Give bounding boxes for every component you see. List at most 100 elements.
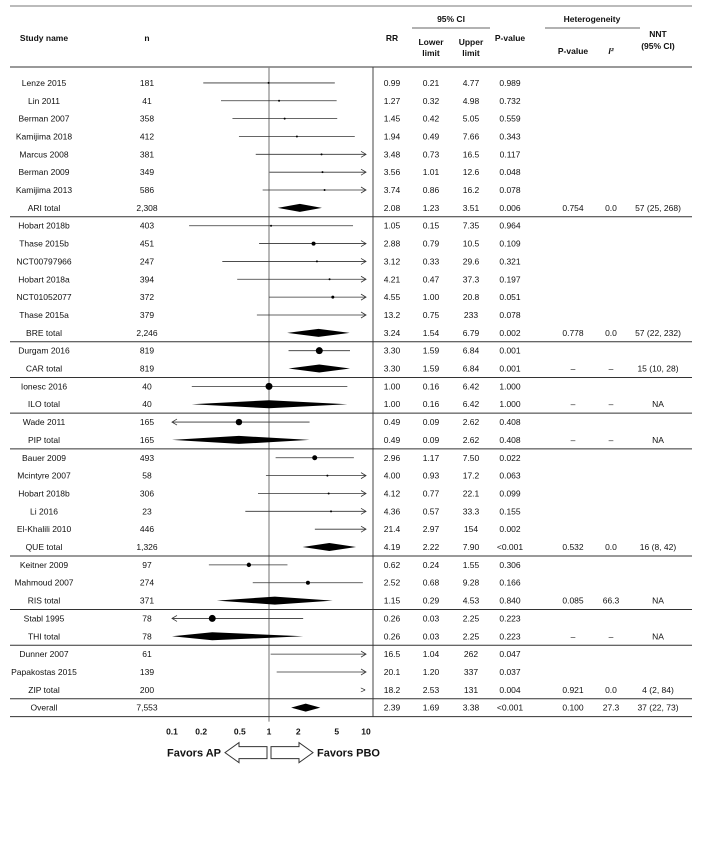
study-n: 412 [140, 131, 154, 141]
point-estimate [330, 510, 333, 513]
subtotal-upper: 6.79 [463, 328, 480, 338]
study-rr: 2.96 [384, 453, 401, 463]
study-upper: 2.25 [463, 613, 480, 623]
study-lower: 0.57 [423, 506, 440, 516]
study-n: 394 [140, 274, 154, 284]
subtotal-rr: 1.00 [384, 399, 401, 409]
study-name: El-Khalili 2010 [17, 524, 72, 534]
study-pvalue: 0.306 [499, 560, 521, 570]
point-estimate [331, 295, 335, 299]
study-pvalue: 0.197 [499, 274, 521, 284]
study-name: Kamijima 2018 [16, 131, 72, 141]
overall-lower: 1.69 [423, 703, 440, 713]
study-upper: 4.98 [463, 96, 480, 106]
study-lower: 2.97 [423, 524, 440, 534]
summary-diamond [287, 328, 350, 337]
summary-diamond [277, 203, 322, 212]
subtotal-upper: 6.84 [463, 364, 480, 374]
subtotal-pvalue: 0.004 [499, 685, 521, 695]
subtotal-upper: 3.51 [463, 203, 480, 213]
subtotal-lower: 0.29 [423, 596, 440, 606]
subtotal-upper: 6.42 [463, 399, 480, 409]
point-estimate [208, 614, 216, 622]
subtotal-name: ZIP total [28, 685, 60, 695]
study-lower: 1.04 [423, 649, 440, 659]
ci-arrow-right [360, 490, 367, 497]
subtotal-name: ILO total [28, 399, 60, 409]
point-estimate [270, 224, 273, 227]
study-pvalue: 1.000 [499, 381, 521, 391]
subtotal-upper: 7.90 [463, 542, 480, 552]
point-estimate [278, 99, 281, 102]
ci-arrow-left [171, 418, 178, 426]
study-n: 403 [140, 221, 154, 231]
summary-diamond [216, 596, 333, 605]
subtotal-rr: 0.49 [384, 435, 401, 445]
study-pvalue: 0.321 [499, 256, 521, 266]
study-rr: 0.49 [384, 417, 401, 427]
summary-diamond [291, 703, 321, 712]
header-n: n [144, 33, 149, 43]
point-estimate [311, 241, 316, 246]
study-n: 372 [140, 292, 154, 302]
study-n: 349 [140, 167, 154, 177]
subtotal-lower: 1.23 [423, 203, 440, 213]
header-upper: Upper [459, 37, 484, 47]
study-upper: 33.3 [463, 506, 480, 516]
subtotal-het-pvalue: 0.532 [562, 542, 584, 552]
subtotal-i2: 0.0 [605, 542, 617, 552]
study-upper: 20.8 [463, 292, 480, 302]
ci-arrow-right [360, 668, 367, 676]
study-rr: 20.1 [384, 667, 401, 677]
study-pvalue: 0.022 [499, 453, 521, 463]
study-name: Stabl 1995 [24, 613, 65, 623]
study-pvalue: 0.063 [499, 471, 521, 481]
study-rr: 3.12 [384, 256, 401, 266]
study-pvalue: 0.117 [500, 149, 521, 159]
subtotal-pvalue: 0.840 [499, 596, 521, 606]
study-upper: 16.2 [463, 185, 480, 195]
study-name: Dunner 2007 [19, 649, 68, 659]
study-n: 451 [140, 239, 154, 249]
study-upper: 7.66 [463, 131, 480, 141]
subtotal-name: ARI total [28, 203, 61, 213]
study-upper: 7.50 [463, 453, 480, 463]
subtotal-upper: 2.25 [463, 631, 480, 641]
header-lower: limit [422, 48, 440, 58]
subtotal-het-pvalue: 0.754 [562, 203, 584, 213]
study-n: 274 [140, 578, 154, 588]
subtotal-het-pvalue: 0.085 [562, 596, 584, 606]
study-lower: 0.16 [423, 381, 440, 391]
subtotal-pvalue: <0.001 [497, 542, 524, 552]
study-pvalue: 0.155 [499, 506, 521, 516]
study-upper: 2.62 [463, 417, 480, 427]
study-n: 97 [142, 560, 152, 570]
subtotal-rr: 0.26 [384, 631, 401, 641]
x-tick-label: 5 [334, 727, 339, 737]
subtotal-lower: 0.16 [423, 399, 440, 409]
subtotal-lower: 1.54 [423, 328, 440, 338]
subtotal-rr: 1.15 [384, 596, 401, 606]
study-name: Berman 2009 [18, 167, 69, 177]
study-lower: 1.01 [423, 167, 440, 177]
point-estimate [283, 117, 286, 120]
study-pvalue: 0.964 [499, 221, 521, 231]
point-estimate [328, 278, 331, 281]
overall-i2: 27.3 [603, 703, 620, 713]
study-upper: 1.55 [463, 560, 480, 570]
study-upper: 6.84 [463, 346, 480, 356]
header-nnt: (95% CI) [641, 41, 675, 51]
study-upper: 16.5 [463, 149, 480, 159]
study-upper: 154 [464, 524, 478, 534]
study-rr: 1.00 [384, 381, 401, 391]
point-estimate [265, 382, 273, 390]
point-estimate [305, 580, 310, 585]
study-lower: 1.59 [423, 346, 440, 356]
study-rr: 2.88 [384, 239, 401, 249]
study-name: Wade 2011 [23, 417, 66, 427]
subtotal-nnt: NA [652, 435, 664, 445]
subtotal-nnt: NA [652, 631, 664, 641]
study-lower: 0.09 [423, 417, 440, 427]
subtotal-pvalue: 0.006 [499, 203, 521, 213]
